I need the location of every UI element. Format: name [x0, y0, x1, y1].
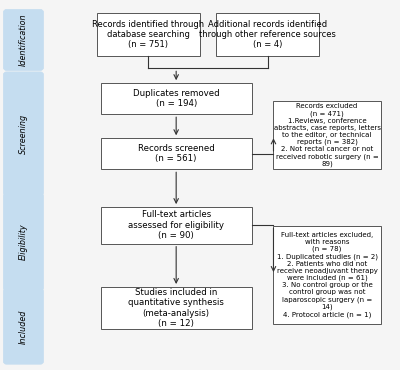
FancyBboxPatch shape [101, 287, 252, 329]
Text: Records identified through
database searching
(n = 751): Records identified through database sear… [92, 20, 204, 49]
Text: Full-text articles excluded,
with reasons
(n = 78)
1. Duplicated studies (n = 2): Full-text articles excluded, with reason… [277, 232, 378, 318]
Text: Included: Included [19, 309, 28, 344]
FancyBboxPatch shape [274, 101, 381, 169]
Text: Screening: Screening [19, 114, 28, 154]
Text: Full-text articles
assessed for eligibility
(n = 90): Full-text articles assessed for eligibil… [128, 211, 224, 240]
FancyBboxPatch shape [3, 289, 44, 364]
FancyBboxPatch shape [97, 13, 200, 56]
FancyBboxPatch shape [101, 83, 252, 114]
FancyBboxPatch shape [216, 13, 319, 56]
FancyBboxPatch shape [101, 207, 252, 244]
Text: Eligibility: Eligibility [19, 223, 28, 260]
Text: Records screened
(n = 561): Records screened (n = 561) [138, 144, 214, 164]
Text: Records excluded
(n = 471)
1.Reviews, conference
abstracts, case reports, letter: Records excluded (n = 471) 1.Reviews, co… [274, 104, 381, 168]
FancyBboxPatch shape [101, 138, 252, 169]
FancyBboxPatch shape [274, 226, 381, 324]
Text: Additional records identified
through other reference sources
(n = 4): Additional records identified through ot… [199, 20, 336, 49]
FancyBboxPatch shape [3, 10, 44, 70]
Text: Studies included in
quantitative synthesis
(meta-analysis)
(n = 12): Studies included in quantitative synthes… [128, 288, 224, 328]
Text: Duplicates removed
(n = 194): Duplicates removed (n = 194) [133, 89, 220, 108]
FancyBboxPatch shape [3, 193, 44, 291]
FancyBboxPatch shape [3, 72, 44, 195]
Text: Identification: Identification [19, 14, 28, 66]
